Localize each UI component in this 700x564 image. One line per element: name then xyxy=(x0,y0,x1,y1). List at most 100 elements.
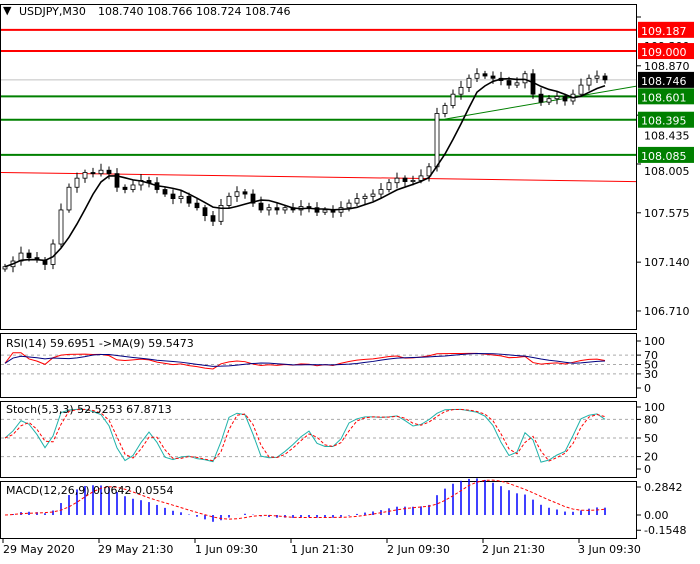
level-price-label: 108.395 xyxy=(641,115,687,128)
indicator-tick-label: 0 xyxy=(644,382,651,395)
price-tick-label: 108.435 xyxy=(644,130,690,143)
current-price-label: 108.746 xyxy=(641,75,687,88)
candle-body xyxy=(370,193,376,197)
current-price-tag xyxy=(638,71,694,88)
candle-body xyxy=(442,105,448,114)
macd-label: MACD(12,26,9) 0.0642 0.0554 xyxy=(6,484,174,497)
time-tick: 1 Jun 21:30 xyxy=(291,543,354,556)
time-tick: 29 May 2020 xyxy=(3,543,75,556)
candle-body xyxy=(282,207,288,211)
candle-body xyxy=(450,93,456,106)
candle-body xyxy=(602,75,608,81)
price-series xyxy=(0,28,637,273)
symbol-label: USDJPY,M30 xyxy=(19,5,86,18)
candle-body xyxy=(322,209,328,213)
level-price-label: 109.187 xyxy=(641,25,687,38)
candle-body xyxy=(402,177,408,182)
candle-body xyxy=(418,175,424,181)
main-panel[interactable] xyxy=(0,4,637,330)
candle-body xyxy=(170,193,176,199)
candle-body xyxy=(186,195,192,204)
indicator-tick-label: 50 xyxy=(644,359,658,372)
candle-body xyxy=(242,191,248,195)
level-price-tag xyxy=(638,88,694,105)
candle-body xyxy=(162,189,168,195)
indicator-tick-label: 30 xyxy=(644,368,658,381)
level-price-tag xyxy=(638,146,694,163)
rsi-ma-line xyxy=(4,353,606,367)
level-price-label: 108.601 xyxy=(641,91,687,104)
ohlc-values: 108.740 108.766 108.724 108.746 xyxy=(98,5,290,18)
candle-body xyxy=(58,209,64,245)
candle-body xyxy=(90,172,96,175)
candle-body xyxy=(386,182,392,190)
candle-body xyxy=(210,215,216,222)
candle-body xyxy=(178,195,184,200)
candle-body xyxy=(266,207,272,211)
candle-body xyxy=(314,207,320,213)
indicator-tick-label: 0 xyxy=(644,463,651,476)
candle-body xyxy=(26,252,32,259)
price-axis: 109.300108.870108.435108.005107.575107.1… xyxy=(637,16,694,318)
candle-body xyxy=(258,202,264,211)
candle-body xyxy=(234,191,240,197)
time-tick: 29 May 21:30 xyxy=(98,543,173,556)
level-price-label: 108.085 xyxy=(641,150,687,163)
time-tick: 2 Jun 09:30 xyxy=(387,543,450,556)
stoch-signal-line xyxy=(4,408,606,462)
moving-average-line xyxy=(4,77,606,268)
candle-body xyxy=(362,195,368,200)
candle-body xyxy=(66,186,72,211)
candle-body xyxy=(346,202,352,209)
rsi-line xyxy=(4,352,606,370)
indicator-tick-label: 50 xyxy=(644,432,658,445)
level-price-tag xyxy=(638,111,694,128)
indicator-tick-label: 70 xyxy=(644,349,658,362)
candle-body xyxy=(514,82,520,86)
price-tick-label: 107.140 xyxy=(644,256,690,269)
candle-body xyxy=(434,113,440,168)
candle-body xyxy=(586,77,592,86)
collapse-arrow-icon[interactable]: ▼ xyxy=(3,4,12,17)
price-tick-label: 108.870 xyxy=(644,60,690,73)
macd-signal-line xyxy=(4,479,606,520)
stoch-panel[interactable] xyxy=(0,401,637,478)
candle-body xyxy=(562,96,568,102)
candle-body xyxy=(250,193,256,204)
indicator-tick-label: 80 xyxy=(644,413,658,426)
indicator-tick-label: 0.2842 xyxy=(644,481,683,494)
candle-body xyxy=(98,169,104,175)
candle-body xyxy=(506,80,512,86)
candle-body xyxy=(474,73,480,79)
price-tick-label: 107.575 xyxy=(644,207,690,220)
candle-body xyxy=(594,75,600,79)
candle-body xyxy=(218,205,224,222)
candle-body xyxy=(378,189,384,195)
candle-body xyxy=(226,195,232,206)
candle-body xyxy=(458,86,464,95)
candle-body xyxy=(274,207,280,211)
indicator-tick-label: 100 xyxy=(644,335,665,348)
macd-panel[interactable] xyxy=(0,481,637,539)
candle-body xyxy=(426,166,432,177)
candle-body xyxy=(130,184,136,190)
candle-body xyxy=(466,77,472,88)
time-axis: 29 May 2020 29 May 21:30 1 Jun 09:30 1 J… xyxy=(3,543,641,556)
time-tick: 1 Jun 09:30 xyxy=(195,543,258,556)
candle-body xyxy=(522,73,528,84)
indicator-tick-label: -0.1548 xyxy=(644,524,686,537)
candle-body xyxy=(546,98,552,103)
candle-body xyxy=(482,73,488,77)
time-tick: 2 Jun 21:30 xyxy=(482,543,545,556)
candle-body xyxy=(490,75,496,79)
level-price-tag xyxy=(638,21,694,38)
stoch-main-line xyxy=(4,408,606,463)
candle-body xyxy=(538,93,544,103)
candle-body xyxy=(394,177,400,184)
candle-body xyxy=(74,177,80,188)
stoch-label: Stoch(5,3,3) 52.5253 67.8713 xyxy=(6,403,172,416)
candle-body xyxy=(410,180,416,182)
indicator-tick-label: 100 xyxy=(644,401,665,414)
level-price-label: 109.000 xyxy=(641,46,687,59)
